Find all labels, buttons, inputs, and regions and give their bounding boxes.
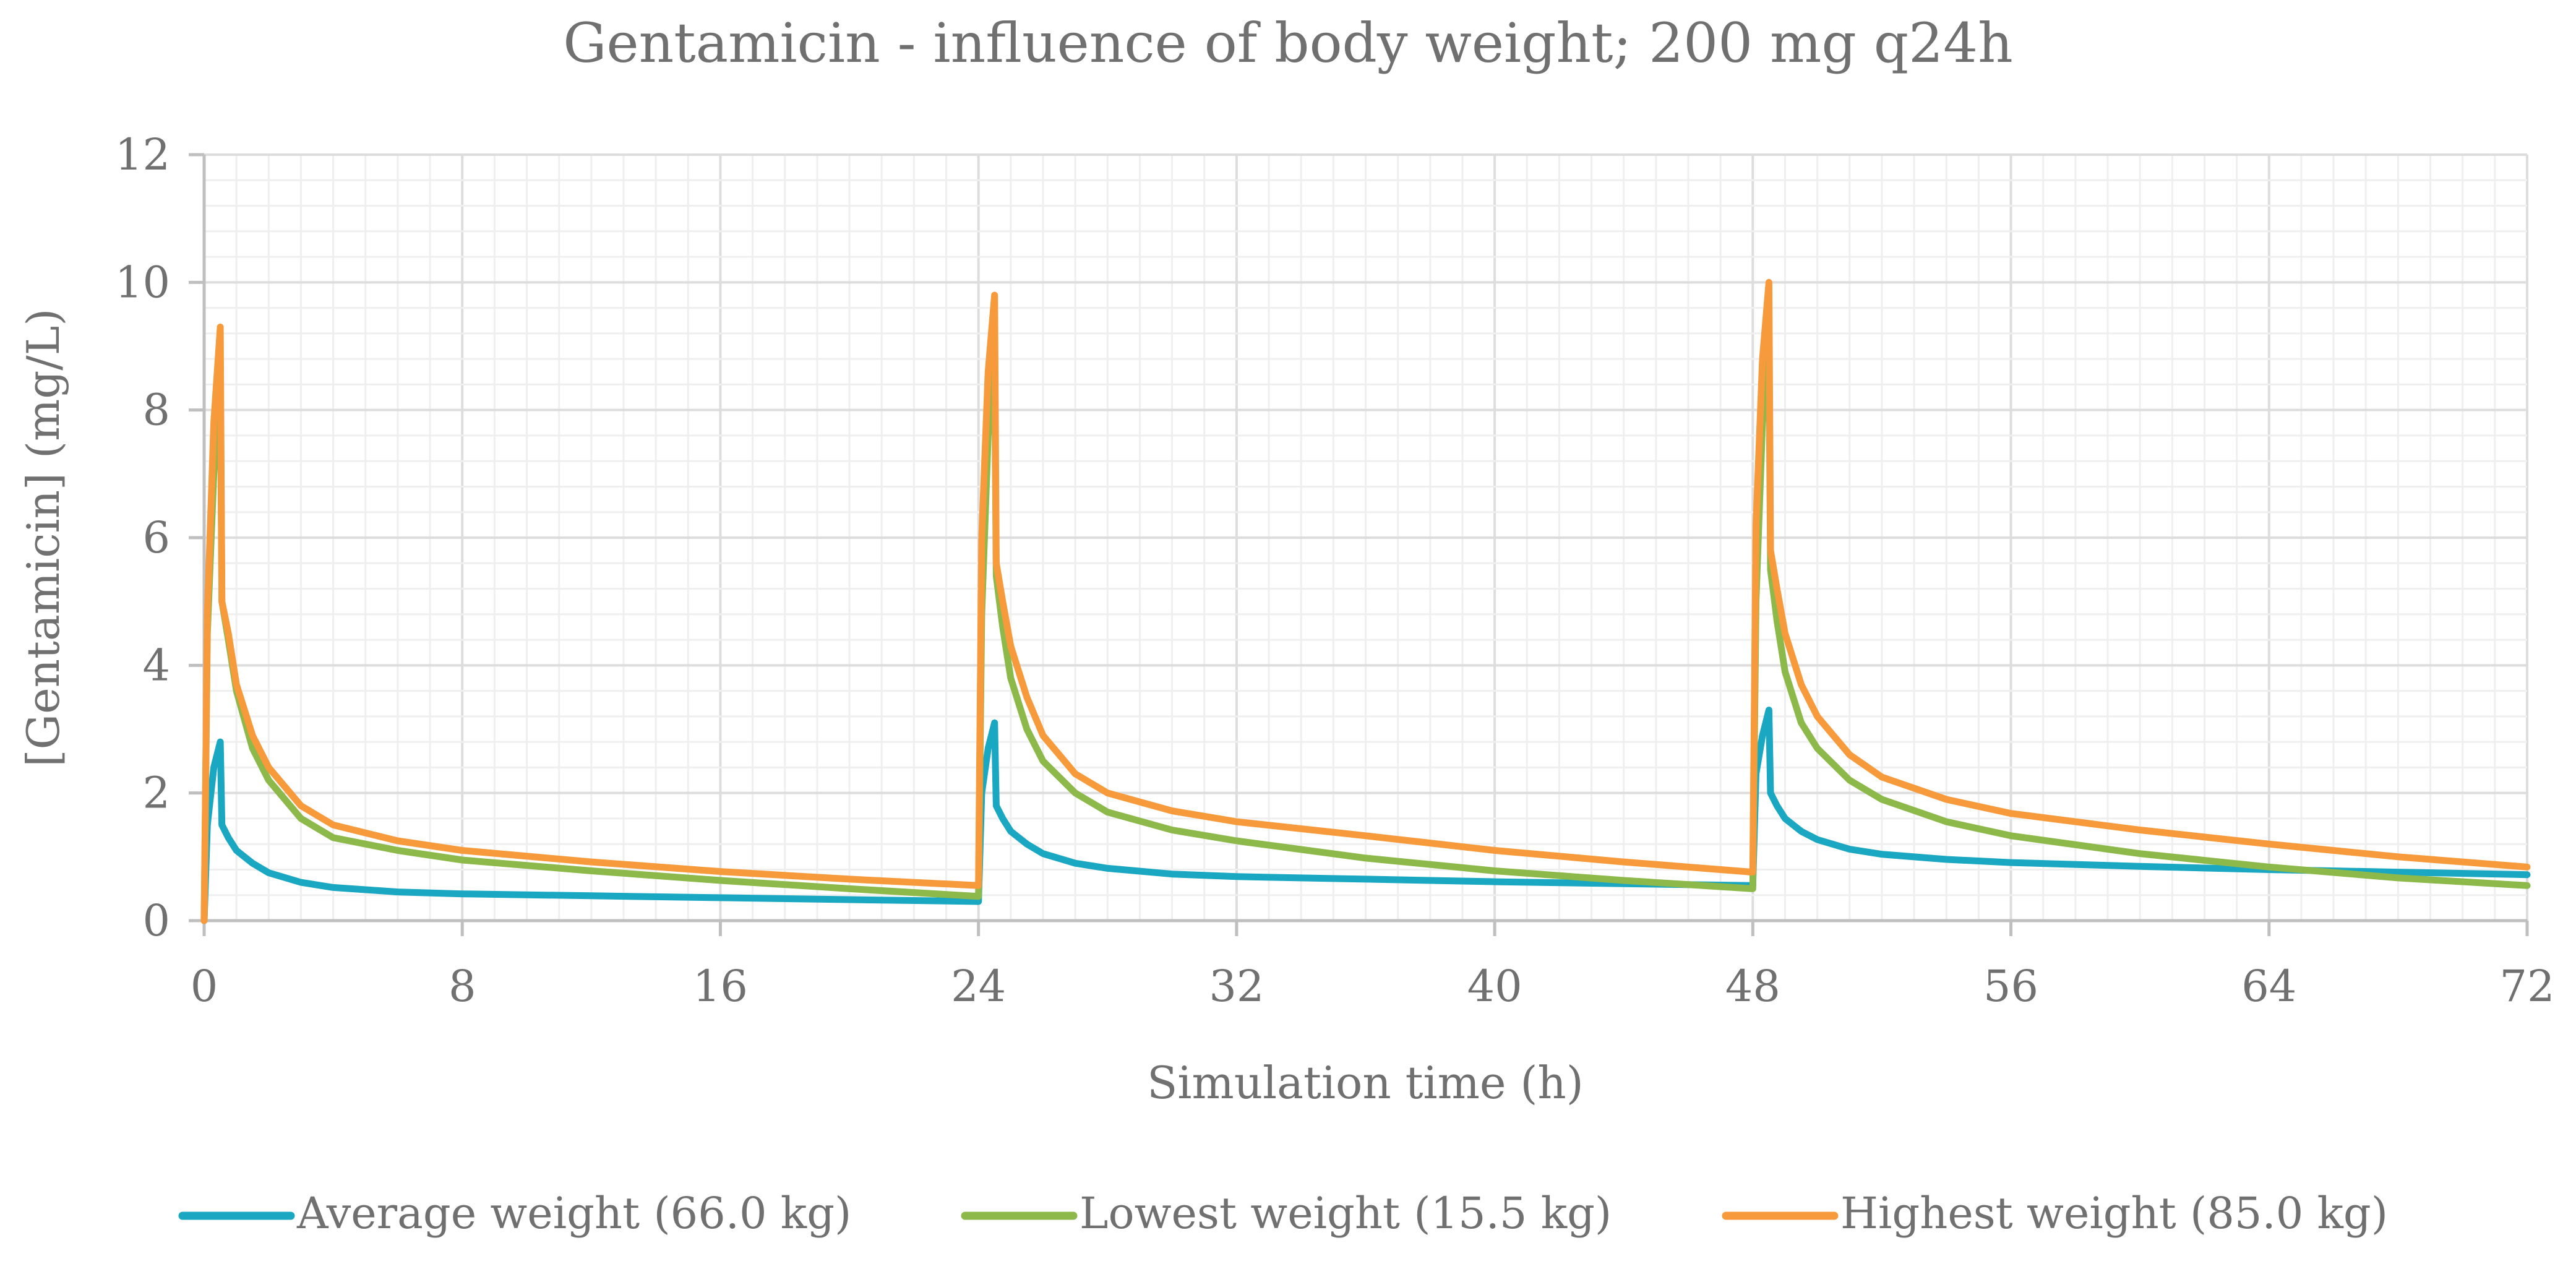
x-tick-label: 0 xyxy=(191,961,218,1012)
y-axis-label: [Gentamicin] (mg/L) xyxy=(17,308,69,767)
y-tick-label: 0 xyxy=(142,895,170,946)
x-tick-label: 56 xyxy=(1983,961,2038,1012)
legend-label-1: Average weight (66.0 kg) xyxy=(296,1188,851,1239)
y-tick-label: 6 xyxy=(142,512,170,563)
x-tick-label: 32 xyxy=(1209,961,1264,1012)
x-tick-label: 64 xyxy=(2241,961,2296,1012)
x-tick-labels: 0 8 16 24 32 40 48 56 64 72 xyxy=(191,961,2555,1012)
x-tick-label: 8 xyxy=(449,961,476,1012)
series-line-2 xyxy=(200,343,2531,924)
x-tick-label: 72 xyxy=(2499,961,2554,1012)
series-lines xyxy=(200,278,2531,924)
y-tick-label: 10 xyxy=(115,257,170,308)
legend-label-2: Lowest weight (15.5 kg) xyxy=(1080,1188,1612,1239)
x-tick-label: 40 xyxy=(1467,961,1522,1012)
y-tick-label: 2 xyxy=(142,768,170,819)
y-tick-label: 12 xyxy=(115,129,170,180)
y-tick-label: 8 xyxy=(142,385,170,436)
x-axis-label: Simulation time (h) xyxy=(1147,1057,1584,1109)
grid xyxy=(203,153,2528,922)
y-tick-label: 4 xyxy=(142,640,170,690)
x-tick-label: 24 xyxy=(951,961,1006,1012)
legend: Average weight (66.0 kg) Lowest weight (1… xyxy=(178,1188,2388,1239)
y-tick-labels: 0 2 4 6 8 10 12 xyxy=(115,129,170,946)
x-tick-label: 16 xyxy=(693,961,748,1012)
chart-title: Gentamicin - influence of body weight; 2… xyxy=(563,11,2013,75)
legend-label-3: Highest weight (85.0 kg) xyxy=(1840,1188,2388,1239)
series-line-1 xyxy=(200,707,2531,924)
x-tick-label: 48 xyxy=(1725,961,1780,1012)
series-line-3 xyxy=(200,278,2531,924)
